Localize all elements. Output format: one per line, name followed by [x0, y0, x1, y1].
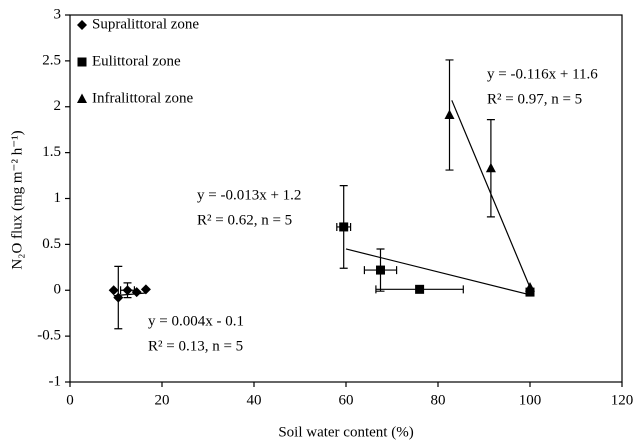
y-tick-label: 0 — [54, 282, 62, 298]
x-tick-label: 100 — [519, 392, 542, 408]
y-tick-label: -0.5 — [37, 328, 61, 344]
y-axis-title: N₂O flux (mg m⁻² h⁻¹) — [9, 130, 25, 269]
y-tick-label: 1 — [54, 190, 62, 206]
x-tick-label: 40 — [247, 392, 262, 408]
y-tick-label: 0.5 — [42, 236, 61, 252]
marker-diamond — [122, 285, 133, 296]
marker-diamond — [108, 285, 119, 296]
marker-diamond — [140, 284, 151, 295]
marker-square — [339, 222, 349, 232]
marker-triangle — [77, 93, 87, 103]
annotation: R² = 0.13, n = 5 — [148, 338, 243, 354]
legend-label: Infralittoral zone — [92, 90, 194, 106]
x-axis-title: Soil water content (%) — [278, 424, 413, 440]
legend-label: Supralittoral zone — [92, 16, 199, 32]
x-tick-label: 120 — [611, 392, 634, 408]
marker-diamond — [77, 20, 87, 30]
marker-triangle — [525, 281, 535, 292]
legend-label: Eulittoral zone — [92, 53, 181, 69]
y-tick-label: 3 — [54, 6, 62, 22]
y-tick-label: 1.5 — [42, 144, 61, 160]
y-tick-label: 2 — [54, 98, 62, 114]
annotation: y = -0.116x + 11.6 — [487, 66, 598, 82]
y-tick-label: 2.5 — [42, 52, 61, 68]
marker-square — [415, 284, 425, 294]
x-tick-label: 60 — [339, 392, 354, 408]
x-tick-label: 0 — [66, 392, 74, 408]
annotation: R² = 0.97, n = 5 — [487, 91, 582, 107]
marker-diamond — [131, 287, 142, 298]
fit-line — [345, 248, 531, 296]
x-tick-label: 80 — [431, 392, 446, 408]
annotation: R² = 0.62, n = 5 — [197, 212, 292, 228]
annotation: y = 0.004x - 0.1 — [148, 313, 244, 329]
x-tick-label: 20 — [155, 392, 170, 408]
marker-square — [77, 57, 87, 67]
y-tick-label: -1 — [49, 373, 62, 389]
marker-square — [376, 265, 385, 275]
marker-triangle — [444, 109, 455, 120]
annotation: y = -0.013x + 1.2 — [197, 187, 301, 203]
marker-triangle — [485, 162, 496, 173]
marker-diamond — [113, 292, 124, 303]
